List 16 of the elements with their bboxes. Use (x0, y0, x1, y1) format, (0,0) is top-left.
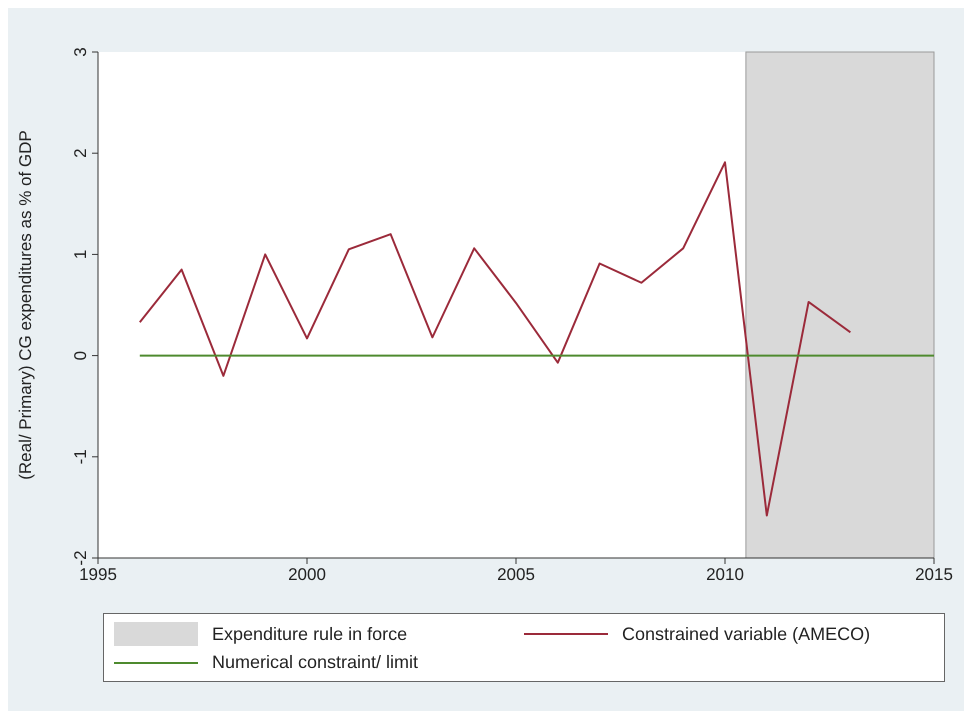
x-tick-label: 2010 (706, 565, 744, 584)
x-tick-label: 2000 (288, 565, 326, 584)
y-tick-label: -2 (71, 550, 90, 566)
line-series (138, 161, 852, 516)
legend-label: Constrained variable (AMECO) (622, 624, 870, 644)
y-tick-label: -1 (71, 449, 90, 464)
y-tick-label: 1 (71, 250, 90, 260)
y-tick-label: 0 (71, 350, 90, 360)
x-tick-label: 2015 (915, 565, 953, 584)
legend-label: Numerical constraint/ limit (212, 652, 418, 673)
x-tick-label: 1995 (79, 565, 117, 584)
x-tick-label: 2005 (497, 565, 535, 584)
y-tick-label: 3 (71, 47, 90, 57)
legend-label: Expenditure rule in force (212, 624, 408, 644)
y-axis-title: (Real/ Primary) CG expenditures as % of GDP (16, 130, 36, 480)
y-tick-label: 2 (71, 148, 90, 158)
